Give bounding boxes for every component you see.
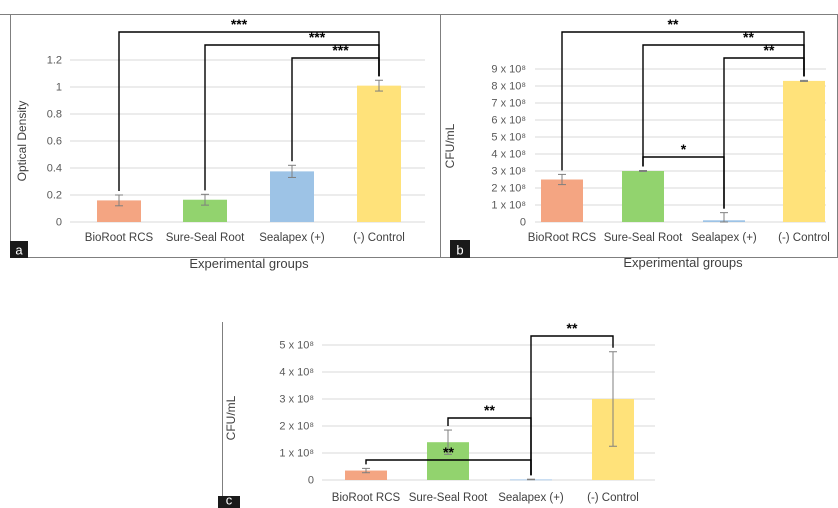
y-tick-label: 7 x 10⁸ bbox=[491, 98, 526, 110]
significance-bracket bbox=[530, 335, 614, 476]
significance-label: *** bbox=[332, 42, 349, 58]
panel-letter-badge bbox=[218, 496, 240, 508]
y-tick-label: 6 x 10⁸ bbox=[491, 115, 526, 127]
x-tick-label: Sure-Seal Root bbox=[604, 232, 683, 244]
y-tick-label: 0 bbox=[520, 217, 526, 229]
y-axis-title: Optical Density bbox=[15, 101, 29, 182]
panel-letter: b bbox=[456, 243, 463, 258]
y-tick-label: 5 x 10⁸ bbox=[279, 340, 314, 352]
panel-letter: a bbox=[15, 243, 23, 258]
y-tick-label: 3 x 10⁸ bbox=[491, 166, 526, 178]
x-tick-label: (-) Control bbox=[778, 232, 830, 244]
y-tick-label: 8 x 10⁸ bbox=[491, 81, 526, 93]
y-axis-title: CFU/mL bbox=[443, 123, 457, 168]
x-axis-title: Experimental groups bbox=[623, 255, 743, 270]
bar bbox=[345, 470, 387, 480]
y-tick-label: 0.8 bbox=[47, 109, 62, 121]
x-tick-label: Sure-Seal Root bbox=[409, 492, 488, 504]
significance-label: *** bbox=[231, 16, 248, 32]
y-tick-label: 0.2 bbox=[47, 190, 62, 202]
x-tick-label: Sure-Seal Root bbox=[166, 232, 245, 244]
panel-letter-badge bbox=[10, 241, 28, 258]
y-tick-label: 1 bbox=[56, 82, 62, 94]
bar bbox=[270, 171, 314, 222]
y-axis-title: CFU/mL bbox=[224, 395, 238, 440]
x-tick-label: (-) Control bbox=[353, 232, 405, 244]
y-tick-label: 2 x 10⁸ bbox=[279, 421, 314, 433]
panel-letter-badge bbox=[450, 240, 470, 258]
chart-panel-b: 0 1 x 10⁸ 2 x 10⁸ 3 x 10⁸ 4 x 10⁸ 5 x 10⁸ 6 x … bbox=[443, 16, 830, 270]
significance-label: ** bbox=[764, 42, 775, 58]
bar bbox=[357, 85, 401, 223]
x-axis-title: Experimental groups bbox=[189, 256, 309, 271]
y-tick-label: 1 x 10⁸ bbox=[279, 448, 314, 460]
x-tick-label: BioRoot RCS bbox=[528, 232, 597, 244]
y-tick-label: 0.4 bbox=[47, 163, 62, 175]
significance-label: ** bbox=[743, 29, 754, 45]
bar bbox=[183, 199, 227, 222]
significance-bracket bbox=[291, 57, 380, 162]
x-tick-label: Sealapex (+) bbox=[691, 232, 757, 244]
y-tick-label: 0 bbox=[56, 217, 62, 229]
y-tick-label: 0.6 bbox=[47, 136, 62, 148]
panel-letter: c bbox=[226, 493, 233, 508]
bar bbox=[541, 179, 583, 222]
x-tick-label: BioRoot RCS bbox=[85, 232, 154, 244]
significance-label: *** bbox=[309, 29, 326, 45]
significance-bracket bbox=[642, 156, 725, 209]
chart-panel-c: 0 1 x 10⁸ 2 x 10⁸ 3 x 10⁸ 4 x 10⁸ 5 x 10⁸ ** **… bbox=[218, 320, 655, 508]
y-tick-label: 9 x 10⁸ bbox=[491, 64, 526, 76]
y-tick-label: 4 x 10⁸ bbox=[491, 149, 526, 161]
x-tick-label: Sealapex (+) bbox=[498, 492, 564, 504]
y-tick-label: 5 x 10⁸ bbox=[491, 132, 526, 144]
y-tick-label: 2 x 10⁸ bbox=[491, 183, 526, 195]
significance-label: ** bbox=[484, 402, 495, 418]
significance-bracket bbox=[723, 57, 805, 209]
chart-panel-a: 0 0.2 0.4 0.6 0.8 1 1.2 *** *** *** BioRoot RCS Sur… bbox=[10, 16, 425, 271]
bar bbox=[622, 171, 664, 222]
significance-label: * bbox=[681, 141, 687, 157]
significance-label: ** bbox=[567, 320, 578, 336]
x-tick-label: BioRoot RCS bbox=[332, 492, 401, 504]
bar bbox=[97, 200, 141, 222]
y-tick-label: 1 x 10⁸ bbox=[491, 200, 526, 212]
x-tick-label: (-) Control bbox=[587, 492, 639, 504]
significance-label: ** bbox=[668, 16, 679, 32]
x-tick-label: Sealapex (+) bbox=[259, 232, 325, 244]
significance-label: ** bbox=[443, 444, 454, 460]
bar bbox=[783, 80, 825, 223]
y-tick-label: 1.2 bbox=[47, 55, 62, 67]
y-tick-label: 4 x 10⁸ bbox=[279, 367, 314, 379]
y-tick-label: 3 x 10⁸ bbox=[279, 394, 314, 406]
y-tick-label: 0 bbox=[308, 475, 314, 487]
